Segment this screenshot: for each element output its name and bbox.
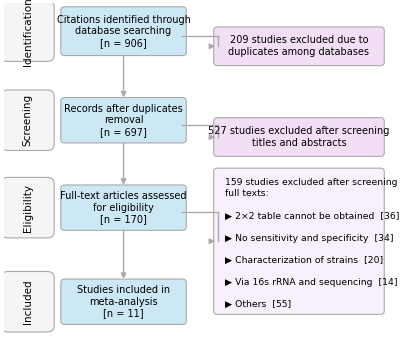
- Text: 159 studies excluded after screening
full texts:

▶ 2×2 table cannot be obtained: 159 studies excluded after screening ful…: [225, 178, 399, 309]
- Text: Screening: Screening: [22, 94, 32, 146]
- FancyBboxPatch shape: [61, 7, 186, 56]
- Text: Included: Included: [22, 280, 32, 324]
- FancyBboxPatch shape: [1, 90, 54, 151]
- FancyBboxPatch shape: [61, 185, 186, 230]
- Text: Eligibility: Eligibility: [22, 184, 32, 232]
- FancyBboxPatch shape: [1, 272, 54, 332]
- Text: 527 studies excluded after screening
titles and abstracts: 527 studies excluded after screening tit…: [208, 126, 390, 148]
- FancyBboxPatch shape: [1, 1, 54, 61]
- FancyBboxPatch shape: [61, 279, 186, 324]
- FancyBboxPatch shape: [214, 168, 384, 314]
- FancyBboxPatch shape: [214, 27, 384, 66]
- Text: 209 studies excluded due to
duplicates among databases: 209 studies excluded due to duplicates a…: [228, 35, 370, 57]
- FancyBboxPatch shape: [1, 177, 54, 238]
- FancyBboxPatch shape: [214, 118, 384, 156]
- Text: Citations identified through
database searching
[n = 906]: Citations identified through database se…: [57, 14, 190, 48]
- Text: Studies included in
meta-analysis
[n = 11]: Studies included in meta-analysis [n = 1…: [77, 285, 170, 318]
- Text: Records after duplicates
removal
[n = 697]: Records after duplicates removal [n = 69…: [64, 104, 183, 137]
- Text: Identification: Identification: [22, 0, 32, 66]
- FancyBboxPatch shape: [61, 97, 186, 143]
- Text: Full-text articles assessed
for eligibility
[n = 170]: Full-text articles assessed for eligibil…: [60, 191, 187, 224]
